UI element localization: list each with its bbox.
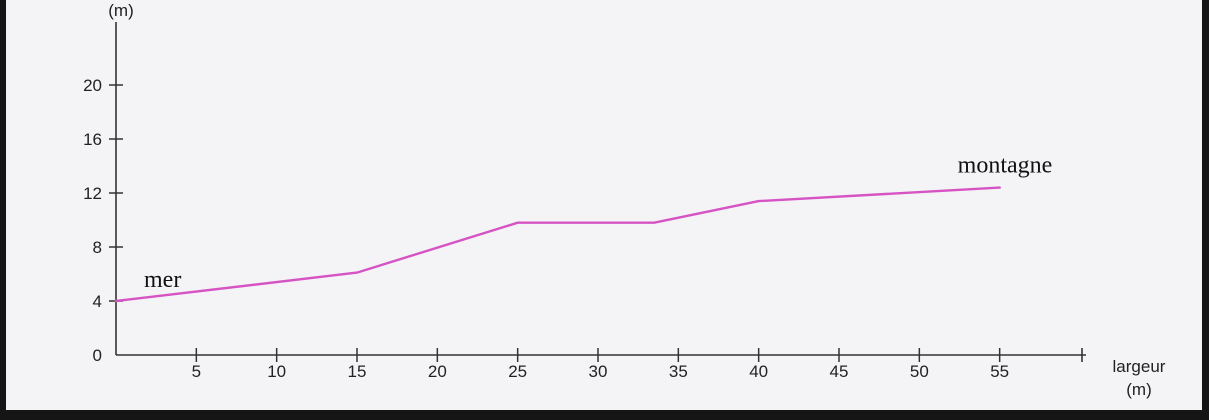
annotation-montagne: montagne [958, 153, 1053, 179]
y-ticks: 0 4 8 12 16 20 [83, 76, 123, 365]
x-tick-label: 10 [267, 362, 286, 381]
y-tick-label: 8 [93, 238, 102, 257]
x-tick-label: 5 [192, 362, 201, 381]
x-tick-label: 30 [589, 362, 608, 381]
annotation-mer: mer [144, 267, 181, 293]
x-tick-label: 15 [348, 362, 367, 381]
y-axis-unit: (m) [108, 1, 133, 20]
x-tick-label: 25 [508, 362, 527, 381]
x-axis-label: largeur [1113, 357, 1166, 376]
elevation-profile-chart: 0 4 8 12 16 20 5 10 15 20 25 30 35 40 45 50 55 (m) larg… [83, 1, 1166, 399]
series-line-0 [114, 186, 1001, 303]
y-tick-label: 20 [83, 76, 102, 95]
x-ticks: 5 10 15 20 25 30 35 40 45 50 55 [192, 348, 1009, 381]
x-tick-label: 50 [910, 362, 929, 381]
x-tick-label: 55 [990, 362, 1009, 381]
x-tick-label: 35 [669, 362, 688, 381]
y-tick-label: 0 [93, 346, 102, 365]
y-tick-label: 16 [83, 130, 102, 149]
y-tick-label: 12 [83, 184, 102, 203]
x-tick-label: 40 [749, 362, 768, 381]
x-tick-label: 45 [830, 362, 849, 381]
y-tick-label: 4 [93, 292, 102, 311]
x-tick-label: 20 [428, 362, 447, 381]
series-group [114, 186, 1001, 303]
chart-frame: 0 4 8 12 16 20 5 10 15 20 25 30 35 40 45 50 55 (m) larg… [6, 0, 1202, 410]
axes [115, 22, 1086, 362]
x-axis-unit: (m) [1126, 380, 1151, 399]
